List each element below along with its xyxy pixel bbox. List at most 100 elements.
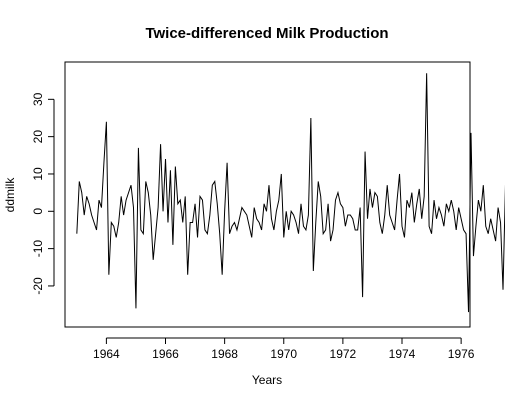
data-point — [283, 237, 284, 238]
data-point — [160, 144, 161, 145]
data-point — [458, 207, 459, 208]
data-point — [273, 229, 274, 230]
data-point — [377, 196, 378, 197]
data-point — [116, 237, 117, 238]
data-point — [488, 233, 489, 234]
data-point — [261, 229, 262, 230]
data-point — [96, 229, 97, 230]
data-point — [335, 200, 336, 201]
data-point — [433, 200, 434, 201]
data-point — [182, 222, 183, 223]
data-point — [468, 311, 469, 312]
data-point — [414, 222, 415, 223]
data-point — [419, 188, 420, 189]
x-tick-label: 1974 — [389, 347, 416, 361]
data-point — [256, 218, 257, 219]
data-point — [219, 233, 220, 234]
data-point — [194, 203, 195, 204]
data-point — [364, 151, 365, 152]
data-point — [502, 289, 503, 290]
x-tick-label: 1972 — [330, 347, 357, 361]
data-point — [199, 196, 200, 197]
data-point — [81, 192, 82, 193]
x-tick-label: 1964 — [93, 347, 120, 361]
data-point — [384, 214, 385, 215]
data-point — [387, 185, 388, 186]
data-point — [446, 203, 447, 204]
data-point — [204, 229, 205, 230]
data-point — [396, 200, 397, 201]
y-axis: -20 -10 0 10 20 30 — [31, 92, 54, 294]
data-point — [473, 255, 474, 256]
data-point — [382, 233, 383, 234]
data-point — [138, 147, 139, 148]
data-point — [401, 226, 402, 227]
data-point — [493, 229, 494, 230]
data-point — [424, 196, 425, 197]
data-point — [276, 211, 277, 212]
data-point — [328, 203, 329, 204]
data-point — [133, 207, 134, 208]
data-point — [207, 233, 208, 234]
data-point — [478, 200, 479, 201]
data-point — [150, 214, 151, 215]
data-point — [130, 185, 131, 186]
data-point — [360, 207, 361, 208]
data-point — [340, 203, 341, 204]
data-point — [325, 229, 326, 230]
y-axis-label: ddmilk — [3, 177, 17, 213]
data-point — [185, 196, 186, 197]
data-point — [389, 214, 390, 215]
data-point — [172, 244, 173, 245]
data-point — [399, 173, 400, 174]
data-point — [190, 222, 191, 223]
chart-title: Twice-differenced Milk Production — [145, 25, 388, 42]
data-point — [192, 222, 193, 223]
data-point — [103, 162, 104, 163]
series-line-ddmilk — [77, 73, 505, 312]
data-point — [180, 200, 181, 201]
data-point — [495, 241, 496, 242]
data-point — [318, 181, 319, 182]
data-point — [342, 207, 343, 208]
data-point — [392, 222, 393, 223]
data-point — [222, 274, 223, 275]
data-point — [251, 237, 252, 238]
y-tick-label: 20 — [31, 130, 45, 144]
data-point — [125, 200, 126, 201]
data-point — [98, 200, 99, 201]
data-point — [438, 207, 439, 208]
data-point — [288, 229, 289, 230]
data-point — [268, 185, 269, 186]
data-point — [214, 181, 215, 182]
data-point — [411, 192, 412, 193]
y-tick-label: -10 — [31, 240, 45, 258]
data-point — [406, 200, 407, 201]
data-point — [229, 233, 230, 234]
data-point — [421, 218, 422, 219]
data-point — [153, 259, 154, 260]
data-point — [485, 226, 486, 227]
data-point — [426, 73, 427, 74]
data-point — [165, 158, 166, 159]
x-tick-label: 1976 — [448, 347, 475, 361]
data-point — [143, 233, 144, 234]
data-points — [76, 73, 505, 313]
data-point — [241, 207, 242, 208]
data-point — [463, 229, 464, 230]
data-point — [278, 200, 279, 201]
x-tick-label: 1966 — [152, 347, 179, 361]
data-point — [106, 121, 107, 122]
data-point — [313, 270, 314, 271]
data-point — [323, 233, 324, 234]
data-point — [209, 214, 210, 215]
data-point — [177, 203, 178, 204]
data-point — [155, 233, 156, 234]
data-point — [500, 222, 501, 223]
data-point — [175, 166, 176, 167]
data-point — [374, 192, 375, 193]
data-point — [202, 200, 203, 201]
data-point — [355, 229, 356, 230]
data-point — [224, 211, 225, 212]
data-point — [320, 196, 321, 197]
